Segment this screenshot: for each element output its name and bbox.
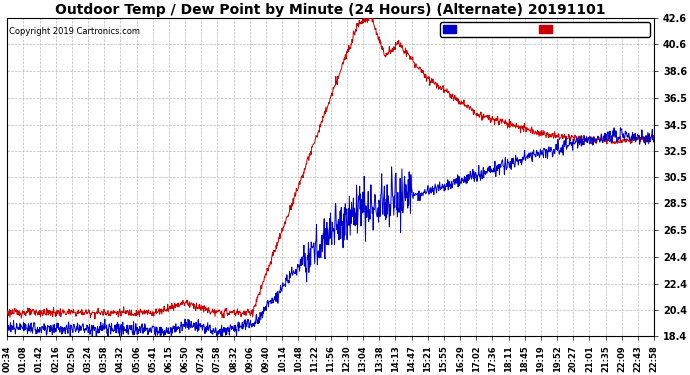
- Legend: Dew Point (°F), Temperature (°F): Dew Point (°F), Temperature (°F): [440, 22, 649, 37]
- Title: Outdoor Temp / Dew Point by Minute (24 Hours) (Alternate) 20191101: Outdoor Temp / Dew Point by Minute (24 H…: [55, 3, 606, 17]
- Text: Copyright 2019 Cartronics.com: Copyright 2019 Cartronics.com: [8, 27, 139, 36]
